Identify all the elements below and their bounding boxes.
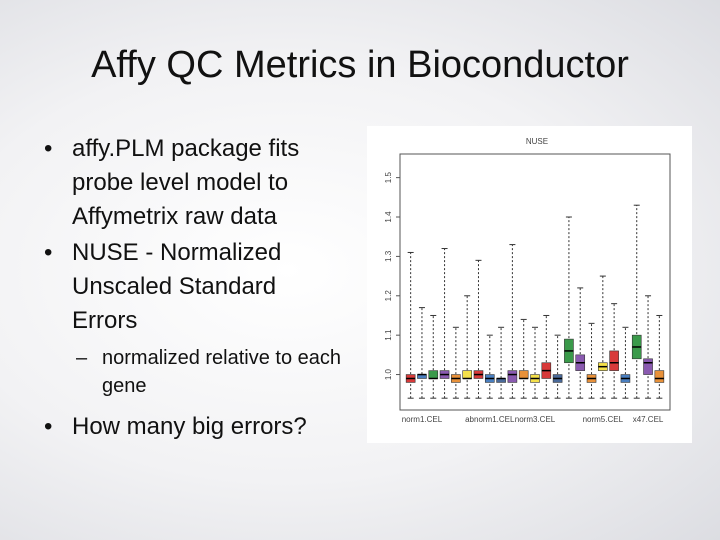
chart-title: NUSE [526,137,548,146]
box [462,370,472,379]
x-tick-label: abnorm1.CEL [465,415,515,424]
bullet: • NUSE - Normalized Unscaled Standard Err… [44,239,282,334]
box [654,370,665,383]
y-tick-label: 1.1 [384,329,393,341]
y-tick-label: 1.4 [384,211,393,223]
y-tick-label: 1.2 [384,290,393,302]
box [609,350,619,371]
bullet-text: normalized relative to each gene [102,347,342,397]
bullet-text: affy.PLM package fits probe level model … [72,135,300,230]
y-tick-label: 1.5 [384,172,393,184]
box [507,370,518,383]
bullet-text: NUSE - Normalized Unscaled Standard Erro… [72,239,282,334]
y-tick-label: 1.0 [384,368,393,380]
bullet: • How many big errors? [44,413,307,440]
slide-title: Affy QC Metrics in Bioconductor [91,44,629,86]
x-tick-label: x47.CEL [633,415,664,424]
x-tick-label: norm5.CEL [583,415,624,424]
box [643,358,653,375]
x-tick-label: norm3.CEL [515,415,556,424]
y-tick-label: 1.3 [384,250,393,262]
box [428,370,439,379]
x-tick-label: norm1.CEL [402,415,443,424]
chart: NUSE 1.0 1.1 1.2 1.3 1.4 1.5 norm1.CEL abnorm1.… [367,126,692,443]
bullet-text: How many big errors? [72,413,307,440]
box [518,370,529,379]
plot-frame [399,153,671,411]
sub-bullet: – normalized relative to each gene [76,347,342,397]
bullet: • affy.PLM package fits probe level model… [44,135,300,230]
